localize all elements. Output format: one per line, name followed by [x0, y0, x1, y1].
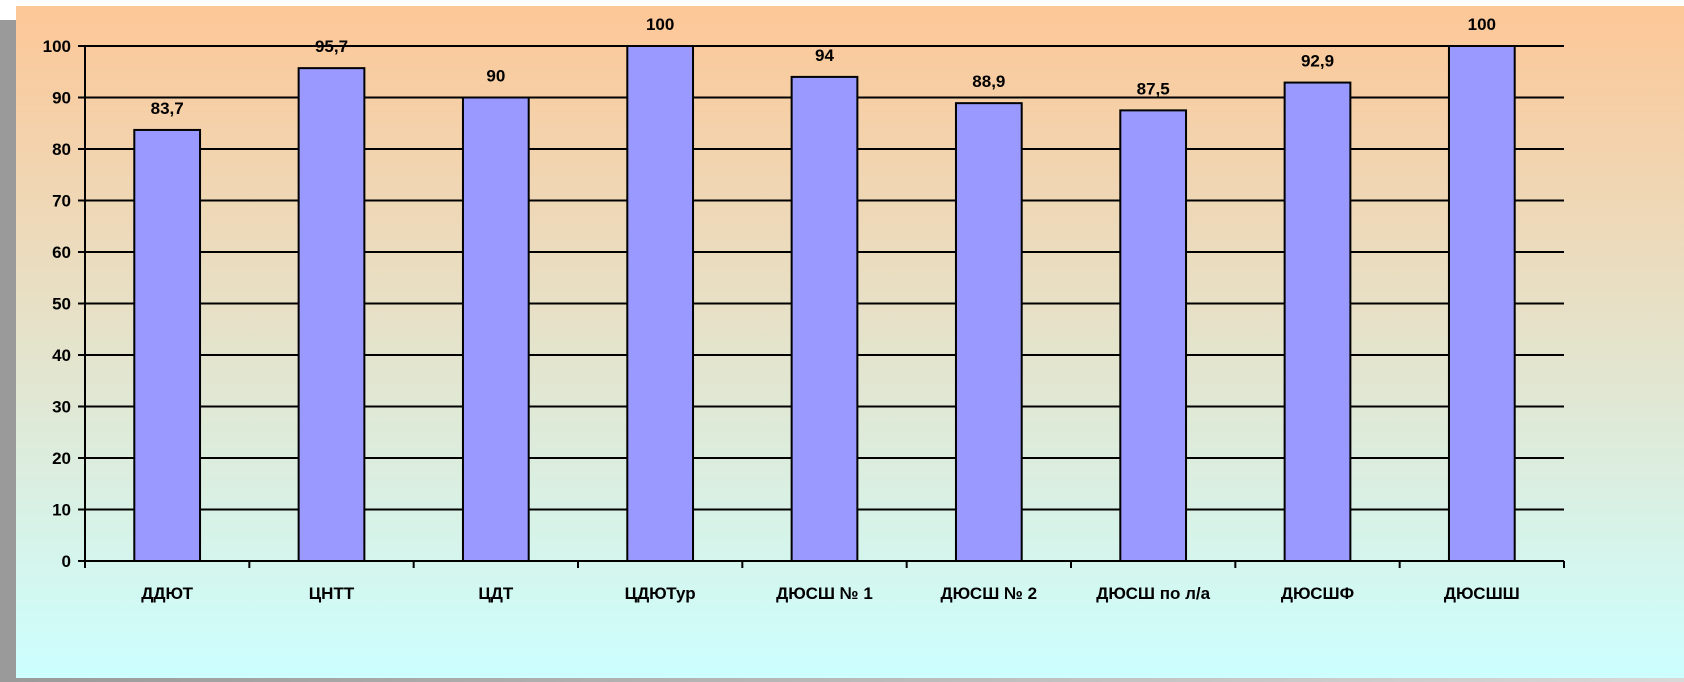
bar — [297, 67, 366, 563]
x-category-label: ДДЮТ — [141, 584, 193, 603]
y-tick-label: 20 — [52, 449, 71, 468]
bar — [1119, 109, 1188, 562]
bar — [1283, 81, 1352, 562]
x-category-label: ДЮСШ по л/а — [1096, 584, 1210, 603]
y-tick-label: 10 — [52, 501, 71, 520]
y-tick-label: 90 — [52, 89, 71, 108]
labels: 0 10 20 30 40 50 60 70 80 90 100 83,7 ДДЮТ 95,7 ЦНТТ 90… — [43, 15, 1520, 603]
bar — [626, 45, 695, 562]
y-tick-label: 30 — [52, 398, 71, 417]
x-category-label: ДЮСШФ — [1281, 584, 1354, 603]
bar — [461, 96, 530, 562]
data-label: 83,7 — [151, 99, 184, 118]
x-category-label: ДЮСШ № 1 — [776, 584, 873, 603]
x-category-label: ЦДТ — [478, 584, 514, 603]
bar — [1447, 45, 1516, 562]
y-tick-label: 0 — [62, 552, 71, 571]
data-label: 88,9 — [972, 72, 1005, 91]
y-tick-label: 80 — [52, 140, 71, 159]
y-tick-label: 50 — [52, 295, 71, 314]
bar — [790, 75, 859, 563]
bars — [133, 45, 1516, 563]
bar — [133, 128, 202, 562]
y-tick-label: 60 — [52, 243, 71, 262]
y-tick-label: 40 — [52, 346, 71, 365]
data-label: 87,5 — [1137, 79, 1170, 98]
data-label: 94 — [815, 46, 834, 65]
axes — [78, 45, 1565, 568]
bar — [954, 102, 1023, 562]
data-label: 90 — [486, 67, 505, 86]
data-label: 95,7 — [315, 37, 348, 56]
x-category-label: ДЮСШ № 2 — [941, 584, 1038, 603]
y-tick-label: 70 — [52, 192, 71, 211]
x-category-label: ЦНТТ — [309, 584, 355, 603]
x-category-label: ЦДЮТур — [625, 584, 696, 603]
data-label: 100 — [1468, 15, 1496, 34]
data-label: 100 — [646, 15, 674, 34]
x-category-label: ДЮСШШ — [1444, 584, 1520, 603]
data-label: 92,9 — [1301, 52, 1334, 71]
y-tick-label: 100 — [43, 37, 71, 56]
